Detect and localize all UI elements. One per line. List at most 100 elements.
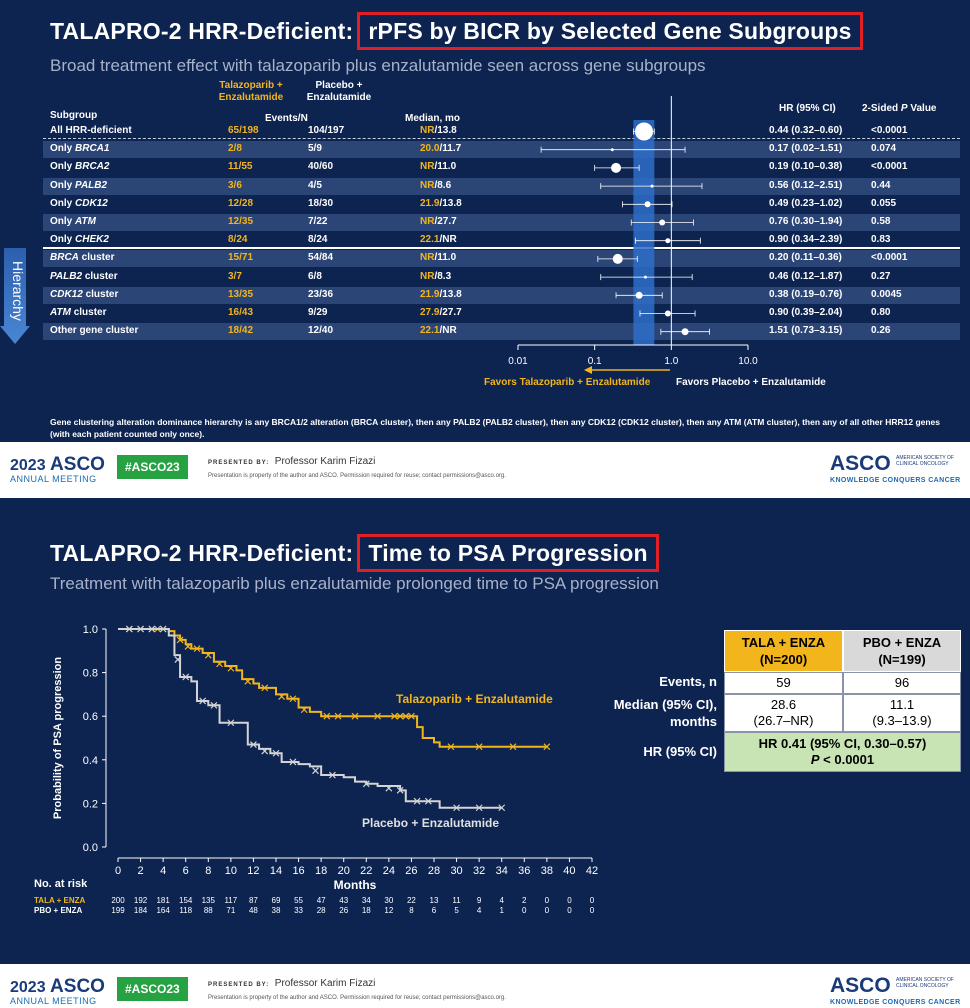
censor-mark bbox=[362, 780, 370, 788]
hr-point bbox=[644, 201, 651, 208]
asco-logo2-society: AMERICAN SOCIETY OF CLINICAL ONCOLOGY bbox=[896, 977, 954, 989]
x-tick-label: 30 bbox=[450, 865, 462, 877]
row-hr: 1.51 (0.73–3.15) bbox=[769, 325, 843, 337]
x-tick-label: 18 bbox=[315, 865, 327, 877]
row-events-label: Events, n bbox=[659, 674, 717, 689]
risk-tala-value: 55 bbox=[294, 896, 304, 905]
row-pbo-events: 6/8 bbox=[308, 270, 322, 282]
col-pbo-name: PBO + ENZA bbox=[862, 635, 942, 650]
censor-mark bbox=[261, 684, 269, 692]
median-tala-value: 28.6 bbox=[770, 697, 797, 712]
risk-tala-value: 135 bbox=[201, 896, 215, 905]
row-median-tal: NR bbox=[420, 161, 435, 173]
forest-row: Other gene cluster 18/42 12/40 22.1/NR 1.51 … bbox=[43, 323, 960, 341]
censor-mark bbox=[210, 701, 218, 709]
row-pvalue: 0.0045 bbox=[871, 288, 902, 300]
row-median: NR/8.3 bbox=[420, 271, 451, 282]
hr-point bbox=[665, 238, 671, 244]
censor-mark bbox=[413, 797, 421, 805]
asco-logo-tagline: KNOWLEDGE CONQUERS CANCER bbox=[830, 477, 961, 484]
series-label-tala: Talazoparib + Enzalutamide bbox=[396, 692, 553, 706]
row-pbo-events: 23/36 bbox=[308, 288, 334, 300]
y-tick-label: 1.0 bbox=[83, 624, 98, 636]
x-axis-label: Months bbox=[334, 878, 377, 892]
row-median-pbo: /8.6 bbox=[434, 179, 452, 191]
row-pbo-events: 12/40 bbox=[308, 325, 334, 337]
censor-mark bbox=[199, 697, 207, 705]
hr-point bbox=[635, 291, 643, 299]
risk-tala-value: 192 bbox=[133, 896, 148, 905]
row-tal-events: 8/24 bbox=[228, 234, 248, 246]
censor-mark bbox=[289, 695, 297, 703]
row-median-tal: 21.9 bbox=[420, 288, 440, 300]
row-subgroup: CDK12 cluster bbox=[50, 289, 118, 300]
risk-pbo-value: 6 bbox=[431, 906, 437, 915]
censor-mark bbox=[385, 784, 393, 792]
x-tick-label: 0 bbox=[115, 865, 121, 877]
x-tick-label: 20 bbox=[338, 865, 350, 877]
risk-tala-label: TALA + ENZA bbox=[34, 896, 86, 905]
risk-pbo-value: 1 bbox=[499, 906, 504, 915]
row-median-tal: 22.1 bbox=[420, 234, 440, 246]
risk-tala-value: 154 bbox=[179, 896, 193, 905]
row-tal-events: 11/55 bbox=[228, 161, 253, 173]
median-pbo: 11.1 (9.3–13.9) bbox=[843, 694, 961, 732]
row-pbo-events: 7/22 bbox=[308, 216, 328, 227]
km-line-tala bbox=[118, 628, 547, 748]
row-pbo-events: 9/29 bbox=[308, 307, 328, 318]
censor-mark bbox=[250, 741, 257, 748]
row-subgroup: Only BRCA1 bbox=[50, 143, 109, 154]
row-subgroup-text: Only bbox=[50, 161, 76, 173]
censor-mark bbox=[289, 758, 297, 766]
y-tick-label: 0.6 bbox=[83, 711, 98, 723]
risk-tala-value: 0 bbox=[544, 896, 550, 905]
forest-row: ATM cluster 16/43 9/29 27.9/27.7 0.90 (0.39–… bbox=[43, 305, 960, 322]
row-pvalue: <0.0001 bbox=[871, 161, 908, 173]
hr-point bbox=[643, 275, 647, 279]
forest-plot-svg: 0.01 0.1 1.0 10.0 bbox=[508, 96, 758, 374]
row-median-pbo: /27.7 bbox=[434, 216, 457, 227]
censor-mark bbox=[204, 651, 212, 659]
risk-tala-value: 69 bbox=[271, 896, 281, 905]
km-plot-svg: 0.00.20.40.60.81.00 2 4 6 8 10 12 14 16 18 20 22 24 2… bbox=[52, 624, 598, 892]
cluster-divider bbox=[43, 247, 960, 249]
forest-row: All HRR-deficient 65/198 104/197 NR/13.8 0.4… bbox=[43, 123, 960, 140]
row-subgroup-text: Only bbox=[50, 179, 76, 191]
footer2-hashtag: #ASCO23 bbox=[117, 977, 188, 1001]
row-median-tal: 20.0 bbox=[420, 143, 440, 155]
forest-row: PALB2 cluster 3/7 6/8 NR/8.3 0.46 (0.12–1.87… bbox=[43, 269, 960, 286]
asco-logo: ASCO AMERICAN SOCIETY OF CLINICAL ONCOLO… bbox=[830, 452, 960, 486]
row-median-tal: 22.1 bbox=[420, 325, 440, 337]
hr-point bbox=[611, 162, 622, 173]
censor-mark bbox=[543, 743, 551, 751]
censor-mark bbox=[148, 625, 156, 633]
row-pbo-events: 8/24 bbox=[308, 234, 328, 246]
slide2-title-prefix: TALAPRO-2 HRR-Deficient: bbox=[50, 540, 354, 566]
hierarchy-footnote: Gene clustering alteration dominance hie… bbox=[50, 417, 941, 439]
slide2-subtitle: Treatment with talazoparib plus enzaluta… bbox=[50, 574, 659, 593]
row-pvalue: <0.0001 bbox=[871, 252, 908, 264]
row-pvalue: <0.0001 bbox=[871, 125, 908, 136]
forest-row: Only CDK12 12/28 18/30 21.9/13.8 0.49 (0.23–… bbox=[43, 196, 960, 213]
footer-presented-by: PRESENTED BY: bbox=[208, 460, 270, 466]
row-hr: 0.20 (0.11–0.36) bbox=[769, 252, 842, 264]
censor-mark bbox=[396, 712, 404, 720]
row-tal-events: 18/42 bbox=[228, 325, 254, 337]
y-tick-label: 0.4 bbox=[83, 755, 98, 767]
y-tick-label: 0.2 bbox=[83, 798, 98, 810]
row-gene: CDK12 bbox=[75, 197, 108, 209]
risk-pbo-value: 12 bbox=[384, 906, 394, 915]
km-line-pbo bbox=[118, 628, 502, 809]
footer-2: 2023 ASCO ANNUAL MEETING #ASCO23 PRESENT… bbox=[0, 964, 970, 1008]
hierarchy-label: Hierarchy bbox=[10, 261, 26, 321]
censor-mark bbox=[475, 804, 483, 812]
row-gene: ATM bbox=[75, 216, 96, 227]
risk-pbo-value: 0 bbox=[544, 906, 550, 915]
x-tick-label: 1.0 bbox=[664, 356, 678, 367]
row-pbo-events: 54/84 bbox=[308, 252, 334, 264]
row-median-tal: NR bbox=[420, 270, 435, 282]
header-tal-arm: Talazoparib + Enzalutamide bbox=[218, 80, 284, 103]
header-events: Events/N bbox=[265, 113, 308, 124]
footer2-presenter-name: Professor Karim Fizazi bbox=[274, 978, 376, 989]
median-pbo-ci: (9.3–13.9) bbox=[872, 713, 932, 728]
